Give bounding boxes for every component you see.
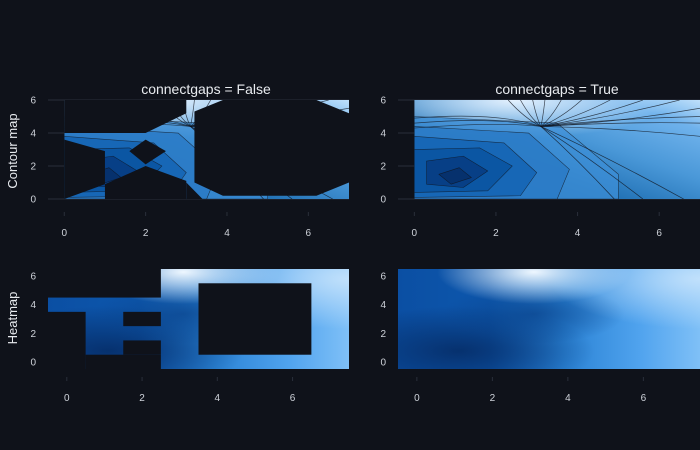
- contour-line: [540, 122, 700, 127]
- heatmap-gap-bottom: [85, 354, 161, 369]
- contour-line: [532, 100, 542, 127]
- gap-center: [129, 139, 166, 165]
- y-tick-label: 6: [30, 96, 36, 107]
- x-tick-label: 0: [412, 228, 418, 239]
- x-tick-label: 0: [61, 228, 67, 239]
- y-tick-label: 2: [380, 162, 386, 173]
- heatmap-fill-light-right: [398, 269, 700, 369]
- gap-bottom: [104, 166, 187, 200]
- y-tick-label: 4: [380, 129, 386, 140]
- contour-line: [540, 100, 562, 127]
- contour-line: [414, 123, 541, 129]
- contour-line: [520, 100, 542, 127]
- contour-line: [540, 126, 644, 200]
- contour-level-6: [438, 167, 472, 185]
- heatmap-connected: [398, 269, 700, 369]
- y-tick-label: 2: [30, 329, 36, 340]
- y-tick-label: 6: [30, 272, 36, 283]
- y-tick-label: 6: [380, 96, 386, 107]
- x-tick-label: 2: [490, 393, 496, 404]
- contour-line: [540, 100, 582, 127]
- gap-left: [64, 139, 105, 200]
- contour-line: [540, 100, 611, 127]
- heatmap-gap-bottom-inner: [123, 340, 161, 355]
- x-tick-label: 4: [215, 393, 221, 404]
- x-tick-label: 2: [493, 228, 499, 239]
- y-tick-label: 4: [380, 300, 386, 311]
- x-tick-label: 4: [224, 228, 230, 239]
- x-tick-label: 0: [414, 393, 420, 404]
- contour-plot-connectgaps-false: [64, 100, 350, 200]
- y-tick-label: 4: [30, 300, 36, 311]
- contour-line: [540, 126, 700, 137]
- gap-top-left: [64, 100, 187, 134]
- y-tick-label: 0: [380, 357, 386, 368]
- contour-line: [540, 116, 700, 127]
- contour-line: [540, 100, 643, 127]
- contour-plot-connectgaps-true: [414, 100, 700, 200]
- x-tick-label: 2: [139, 393, 145, 404]
- row-label-heatmap: Heatmap: [5, 292, 20, 345]
- y-tick-label: 0: [30, 357, 36, 368]
- contour-line: [414, 120, 541, 127]
- contour-line: [540, 126, 615, 200]
- x-tick-label: 4: [565, 393, 571, 404]
- gap-large: [194, 100, 349, 196]
- contour-line: [414, 115, 541, 127]
- contour-line: [540, 126, 684, 200]
- heatmap-gap-large: [198, 283, 312, 355]
- heatmap-gap-center: [123, 311, 161, 327]
- x-tick-label: 6: [656, 228, 662, 239]
- contour-line: [540, 100, 680, 127]
- heatmap-gap-top-left: [48, 269, 161, 298]
- heatmap-gap-left: [48, 311, 86, 369]
- x-tick-label: 6: [306, 228, 312, 239]
- row-label-contour-map: Contour map: [5, 113, 20, 188]
- x-tick-label: 6: [641, 393, 647, 404]
- subplot-title-connectgaps-false: connectgaps = False: [141, 81, 271, 97]
- contour-line: [190, 100, 195, 127]
- x-tick-label: 2: [143, 228, 149, 239]
- y-tick-label: 2: [380, 329, 386, 340]
- x-tick-label: 6: [290, 393, 296, 404]
- x-tick-label: 0: [64, 393, 70, 404]
- heatmap-with-gaps: [48, 269, 349, 369]
- subplot-title-connectgaps-true: connectgaps = True: [495, 81, 619, 97]
- y-tick-label: 4: [30, 129, 36, 140]
- x-tick-label: 4: [575, 228, 581, 239]
- gap-corner: [186, 182, 203, 200]
- contour-line: [540, 100, 546, 127]
- y-tick-label: 0: [30, 195, 36, 206]
- y-tick-label: 2: [30, 162, 36, 173]
- y-tick-label: 0: [380, 195, 386, 206]
- contour-line: [507, 100, 541, 127]
- y-tick-label: 6: [380, 272, 386, 283]
